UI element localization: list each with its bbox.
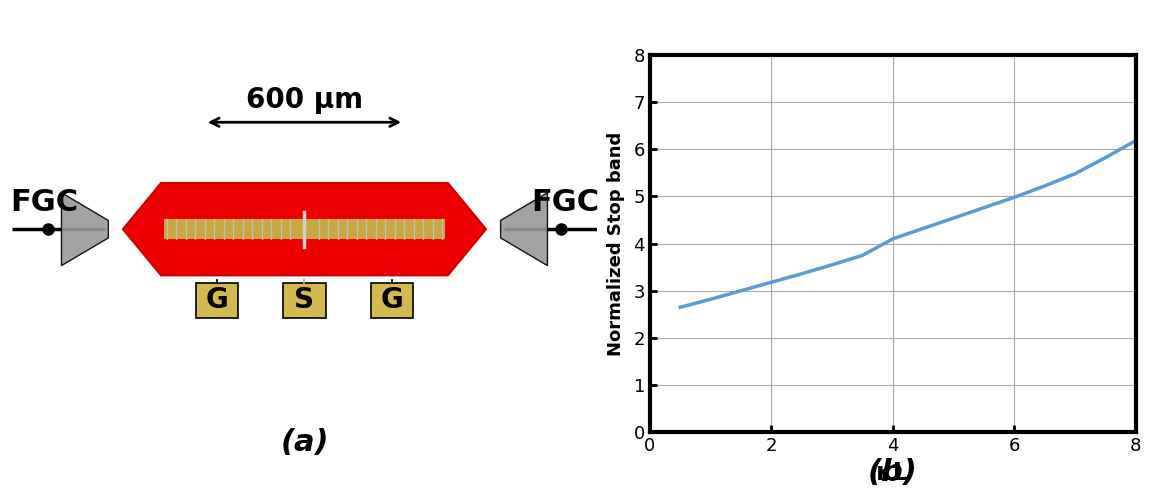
Text: (b): (b)	[868, 458, 917, 487]
Text: G: G	[381, 286, 404, 314]
Text: (a): (a)	[280, 428, 329, 458]
Text: FGC: FGC	[530, 188, 600, 217]
Y-axis label: Normalized Stop band: Normalized Stop band	[608, 131, 625, 356]
Text: G: G	[205, 286, 228, 314]
Polygon shape	[501, 193, 548, 265]
Text: S: S	[294, 286, 315, 314]
X-axis label: κL: κL	[876, 461, 910, 485]
Bar	[371, 283, 413, 318]
Polygon shape	[123, 183, 486, 275]
Bar	[164, 219, 445, 240]
Text: FGC: FGC	[9, 188, 78, 217]
Text: 600 μm: 600 μm	[246, 86, 363, 114]
Polygon shape	[62, 193, 108, 265]
Bar	[196, 283, 238, 318]
Bar	[283, 283, 326, 318]
